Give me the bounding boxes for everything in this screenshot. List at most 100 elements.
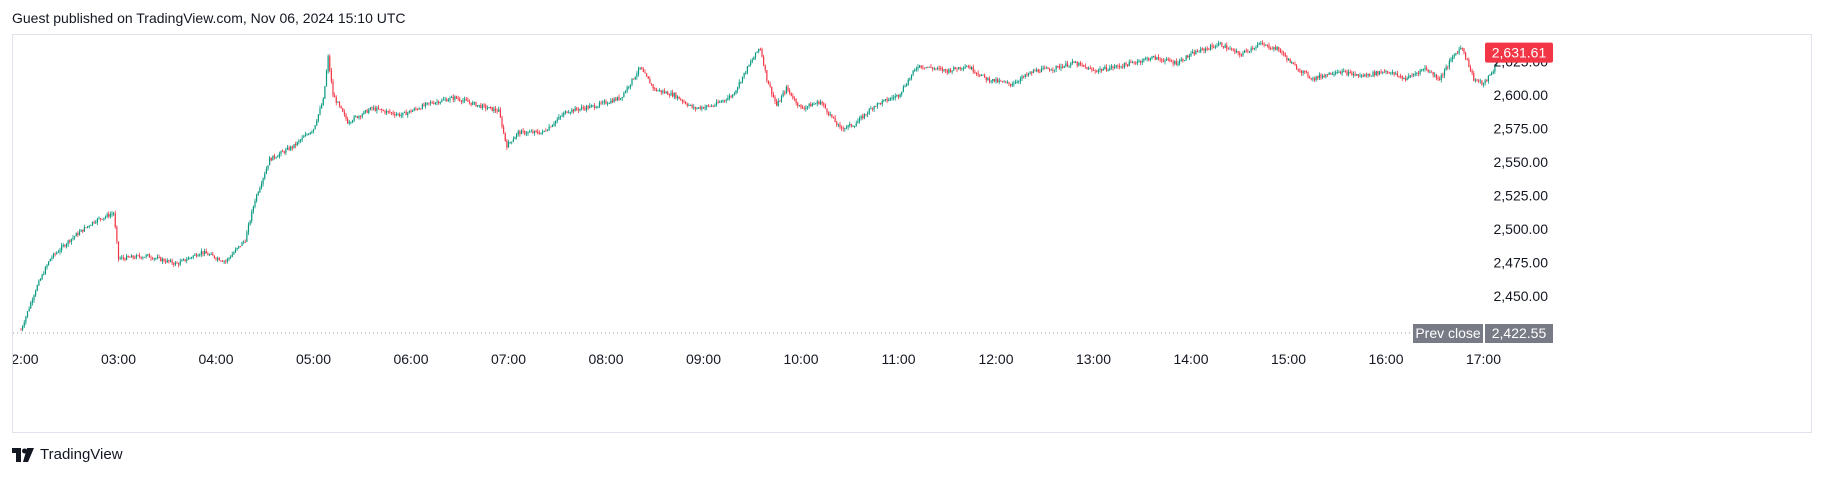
candle — [746, 65, 748, 75]
candle — [1138, 59, 1140, 63]
candle — [363, 110, 365, 115]
candle — [1232, 48, 1234, 52]
candle — [1409, 74, 1411, 78]
candle — [454, 95, 456, 102]
candle — [1318, 72, 1320, 81]
candle — [439, 101, 441, 105]
candle — [616, 96, 618, 102]
candle — [823, 102, 825, 108]
candle — [1143, 58, 1145, 63]
candle — [145, 253, 147, 259]
candle — [891, 95, 893, 101]
candle — [912, 70, 914, 77]
candle — [1205, 46, 1207, 54]
candle — [548, 123, 550, 132]
candle — [486, 105, 488, 111]
candle — [494, 106, 497, 113]
candle — [1400, 73, 1402, 79]
candle — [1313, 76, 1316, 83]
candle — [1058, 63, 1060, 70]
candle — [426, 102, 428, 106]
candle — [368, 107, 370, 115]
candle — [1383, 69, 1385, 73]
candle — [735, 89, 737, 95]
candle — [753, 56, 755, 61]
candle — [520, 129, 523, 135]
candle — [147, 254, 149, 257]
candle — [654, 86, 656, 91]
candle — [849, 121, 851, 128]
candle — [1469, 64, 1472, 73]
candle — [985, 76, 987, 83]
candle — [72, 234, 74, 241]
price-labels: 2,631.61 Prev close 2,422.55 — [1413, 42, 1553, 343]
candle — [143, 256, 146, 258]
candle — [1478, 78, 1480, 83]
candle — [360, 115, 362, 120]
candle — [57, 249, 59, 253]
price-chart[interactable]: 02:00 03:00 04:00 05:00 06:00 07:00 08:00 09:00… — [13, 35, 1811, 432]
candle — [1006, 80, 1008, 84]
candle — [613, 96, 615, 103]
candle — [979, 74, 981, 78]
candle — [1396, 70, 1398, 77]
candle — [1198, 50, 1200, 53]
candle — [1471, 68, 1473, 76]
candle — [1151, 55, 1153, 60]
x-tick-label: 13:00 — [1076, 351, 1111, 367]
candle — [659, 88, 661, 92]
x-tick-label: 09:00 — [686, 351, 721, 367]
candle — [1492, 69, 1494, 75]
candle — [696, 106, 698, 110]
candle — [223, 260, 225, 265]
candle — [208, 253, 211, 257]
y-tick-label: 2,450.00 — [1494, 288, 1549, 304]
candle — [561, 112, 563, 118]
candle — [886, 96, 888, 104]
candle — [681, 99, 683, 105]
candle — [1167, 57, 1169, 62]
candle — [1045, 66, 1047, 69]
candle — [1430, 70, 1433, 73]
candle — [1021, 74, 1023, 81]
candle — [530, 129, 532, 133]
candle — [1374, 70, 1376, 78]
candle — [51, 255, 53, 261]
candle — [1406, 76, 1408, 81]
tradingview-logo-icon[interactable] — [12, 447, 34, 462]
candle — [293, 144, 295, 149]
candle — [334, 92, 336, 98]
candle — [592, 104, 594, 108]
candle — [137, 254, 139, 257]
candle — [566, 111, 568, 114]
candle — [1096, 69, 1098, 73]
candle — [1050, 68, 1052, 71]
candle — [763, 54, 765, 67]
candle — [1219, 41, 1221, 45]
candle — [537, 129, 539, 135]
candle — [1289, 58, 1291, 63]
candle — [1375, 70, 1377, 77]
candle — [192, 255, 194, 260]
candle — [800, 104, 802, 110]
candle — [1468, 57, 1470, 68]
candle — [1447, 65, 1449, 70]
candle — [1047, 67, 1049, 70]
candle — [257, 190, 259, 196]
brand-name[interactable]: TradingView — [40, 446, 123, 463]
candle — [1026, 72, 1028, 77]
candle — [941, 66, 943, 74]
candle — [948, 68, 950, 74]
candle — [1071, 58, 1073, 65]
candle — [1326, 74, 1329, 77]
candle — [1365, 72, 1368, 78]
candle — [90, 224, 92, 226]
candle — [906, 82, 908, 87]
candle — [1037, 68, 1039, 73]
candle — [210, 252, 212, 255]
candle — [1179, 58, 1181, 66]
candle — [1011, 81, 1013, 88]
candle — [480, 102, 482, 109]
candle — [1164, 58, 1166, 65]
candle — [452, 94, 454, 103]
